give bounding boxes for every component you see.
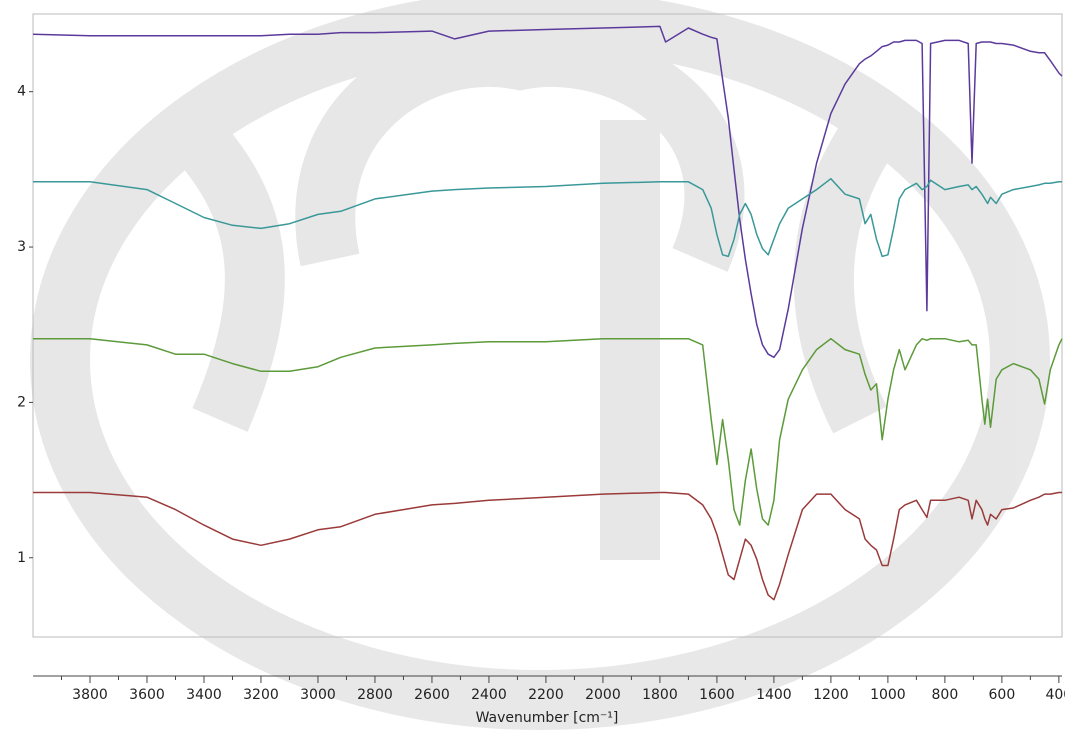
x-tick-label: 1400 <box>756 687 792 703</box>
x-tick-label: 400 <box>1045 687 1065 703</box>
x-tick-label: 2000 <box>585 687 621 703</box>
page: {"chart_data": { "type": "line", "x_labe… <box>0 0 1065 730</box>
chart: Wavenumber [cm⁻¹] 1 2 3 4 3800 3600 3400 3200 30… <box>0 0 1065 730</box>
x-tick-label: 3400 <box>186 687 222 703</box>
x-tick-label: 600 <box>989 687 1016 703</box>
x-tick-label: 3200 <box>243 687 279 703</box>
x-tick-label: 1000 <box>870 687 906 703</box>
x-tick-label: 3600 <box>129 687 165 703</box>
x-tick-label: 2200 <box>528 687 564 703</box>
x-tick-label: 1600 <box>699 687 735 703</box>
y-tick-label: 3 <box>17 239 26 255</box>
x-tick-label: 3800 <box>72 687 108 703</box>
x-tick-label: 2800 <box>357 687 393 703</box>
y-tick-label: 1 <box>17 550 26 566</box>
x-axis-title: Wavenumber [cm⁻¹] <box>476 710 619 726</box>
x-tick-label: 3000 <box>300 687 336 703</box>
y-tick-label: 4 <box>17 84 26 100</box>
watermark <box>60 20 1020 700</box>
x-tick-label: 2600 <box>414 687 450 703</box>
x-tick-label: 1200 <box>813 687 849 703</box>
x-tick-label: 2400 <box>471 687 507 703</box>
y-tick-label: 2 <box>17 394 26 410</box>
spectrum-line <box>33 179 1062 257</box>
x-tick-label: 1800 <box>642 687 678 703</box>
x-tick-label: 800 <box>932 687 959 703</box>
